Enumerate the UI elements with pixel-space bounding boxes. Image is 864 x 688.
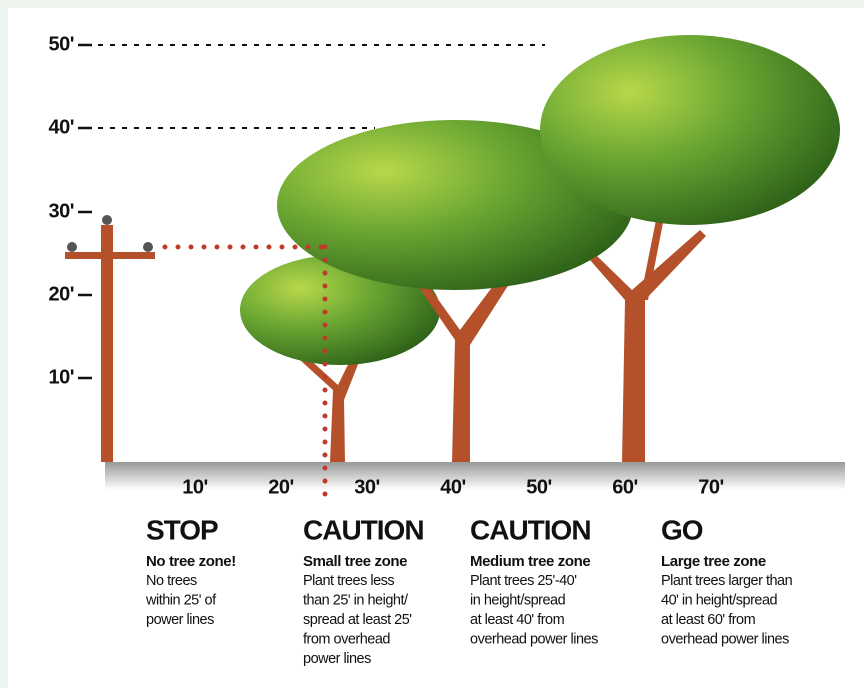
zone-subtitle: No tree zone! (146, 553, 236, 570)
y-label: 10' (48, 366, 74, 388)
zone-title: GO (661, 514, 703, 545)
zone-text: from overhead (303, 631, 390, 647)
zone-subtitle: Medium tree zone (470, 553, 590, 570)
zone-text: at least 60' from (661, 612, 756, 628)
zone-text: at least 40' from (470, 612, 565, 628)
y-label: 40' (48, 116, 74, 138)
y-label: 30' (48, 200, 74, 222)
zone-text: 40' in height/spread (661, 592, 778, 608)
x-label: 20' (268, 476, 294, 498)
zone-text: than 25' in height/ (303, 592, 409, 608)
zone-text: overhead power lines (661, 631, 789, 647)
ground (105, 462, 845, 490)
y-label: 20' (48, 283, 74, 305)
zone-title: CAUTION (470, 514, 591, 545)
zone-text: in height/spread (470, 592, 566, 608)
zone-text: overhead power lines (470, 631, 598, 647)
x-label: 10' (182, 476, 208, 498)
zone-text: Plant trees larger than (661, 573, 793, 589)
zone-text: power lines (303, 651, 371, 667)
x-label: 70' (698, 476, 724, 498)
x-label: 40' (440, 476, 466, 498)
x-label: 60' (612, 476, 638, 498)
diagram: 50' 40' 30' 20' 10' 10' 20' 30' 40' 50' 60' 70' STOP… (0, 0, 864, 688)
zone-text: spread at least 25' (303, 612, 412, 628)
zone-subtitle: Large tree zone (661, 553, 766, 570)
zone-title: STOP (146, 514, 218, 545)
y-label: 50' (48, 33, 74, 55)
zone-text: within 25' of (145, 592, 217, 608)
x-label: 50' (526, 476, 552, 498)
zone-text: power lines (146, 612, 214, 628)
zone-title: CAUTION (303, 514, 424, 545)
zone-text: Plant trees 25'-40' (470, 573, 577, 589)
x-label: 30' (354, 476, 380, 498)
zone-text: No trees (146, 573, 197, 589)
zone-subtitle: Small tree zone (303, 553, 407, 570)
zone-text: Plant trees less (303, 573, 394, 589)
